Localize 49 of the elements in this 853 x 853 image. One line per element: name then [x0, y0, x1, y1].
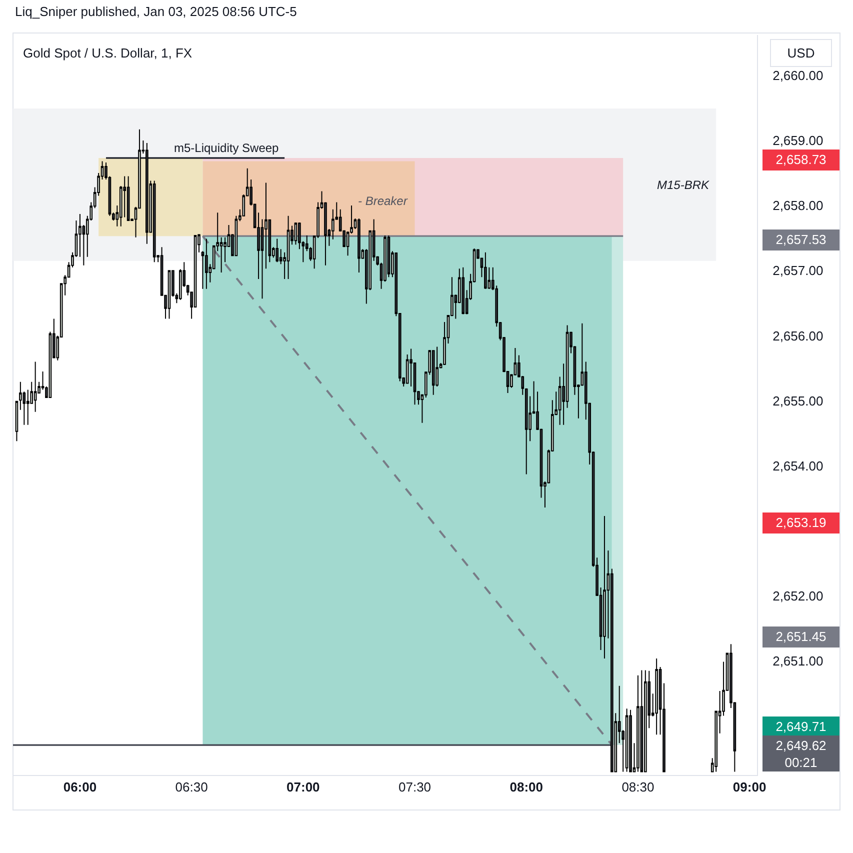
- candlestick: [276, 238, 279, 263]
- y-axis-title: USD: [787, 46, 815, 60]
- y-tick-label: 2,656.00: [772, 328, 824, 344]
- y-tick-label: 2,657.00: [772, 263, 824, 278]
- candlestick: [358, 218, 360, 274]
- y-tick-label: 2,658.00: [772, 198, 824, 214]
- y-tick-label: 2,651.00: [772, 654, 824, 669]
- candlestick: [432, 350, 435, 396]
- candlestick: [126, 176, 130, 221]
- x-tick-label: 07:30: [398, 780, 432, 795]
- candlestick: [387, 234, 390, 278]
- x-tick-label: 06:00: [63, 780, 97, 795]
- x-tick-label: 07:00: [286, 780, 320, 795]
- candlestick: [655, 658, 658, 736]
- text: Liq_Sniper published, Jan 03, 2025 08:56 UTC-5: [15, 4, 297, 19]
- annotation: - Breaker: [358, 194, 408, 208]
- candlestick: [484, 252, 487, 290]
- text: 2,658.73: [776, 152, 826, 167]
- candlestick: [603, 515, 606, 659]
- candlestick: [152, 180, 156, 263]
- candlestick: [629, 709, 632, 772]
- text: 2,653.19: [776, 515, 826, 530]
- candlestick: [205, 238, 208, 290]
- candlestick: [640, 670, 644, 772]
- candlestick: [168, 270, 171, 320]
- text: 2,657.53: [776, 232, 826, 247]
- text: 2,649.62 00:21: [776, 738, 826, 770]
- x-tick-label: 08:00: [510, 780, 543, 795]
- y-tick-label: 2,652.00: [772, 588, 824, 604]
- x-tick-label: 09:00: [732, 780, 766, 795]
- candlestick: [462, 266, 465, 315]
- candlestick: [34, 361, 37, 412]
- y-tick-label: 2,654.00: [772, 458, 824, 474]
- x-tick-label: 08:30: [622, 780, 654, 795]
- annotation: M15-BRK: [657, 178, 710, 192]
- text: 2,649.71: [776, 719, 826, 734]
- candlestick: [146, 142, 148, 244]
- text: Gold Spot / U.S. Dollar, 1, FX: [23, 46, 192, 61]
- text: 2,651.45: [776, 629, 826, 644]
- x-tick-label: 06:30: [175, 780, 208, 795]
- candlestick: [294, 222, 298, 246]
- y-tick-label: 2,655.00: [772, 393, 824, 408]
- y-tick-label: 2,660.00: [772, 68, 824, 83]
- candlestick: [15, 400, 18, 442]
- candlestick: [644, 670, 647, 772]
- y-tick-label: 2,659.00: [772, 132, 824, 148]
- candlestick: [286, 215, 290, 280]
- series-label: m5-Liquidity Sweep: [174, 141, 280, 155]
- candlestick: [625, 708, 628, 772]
